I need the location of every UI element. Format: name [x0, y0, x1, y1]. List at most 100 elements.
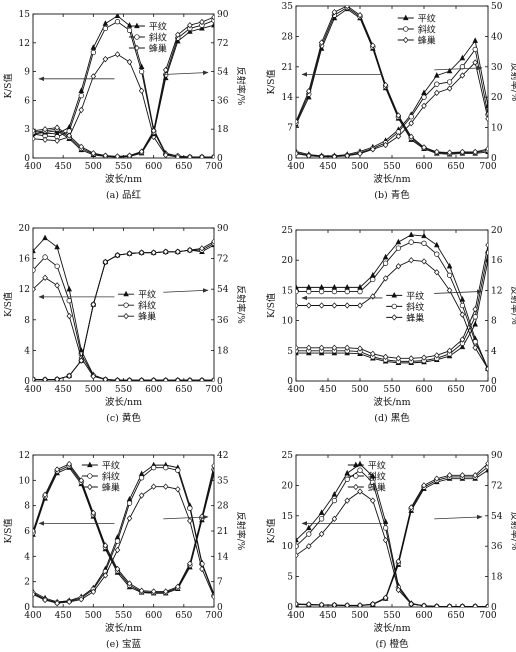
- data-point: [306, 531, 312, 537]
- data-point: [306, 344, 312, 351]
- data-point: [395, 245, 402, 251]
- y-tick-label: 5: [287, 573, 293, 583]
- data-point: [446, 79, 453, 85]
- legend-marker: [87, 461, 93, 468]
- x-tick-label: 400: [24, 611, 41, 621]
- legend-marker: [391, 314, 398, 321]
- data-point: [459, 296, 466, 302]
- data-point: [446, 472, 453, 479]
- x-tick-label: 550: [115, 385, 132, 395]
- data-point: [434, 352, 440, 359]
- y2-axis-label: 反射率/%: [509, 286, 516, 325]
- data-point: [370, 479, 376, 486]
- y-tick-label: 2: [24, 578, 30, 588]
- data-point: [395, 558, 402, 565]
- legend-marker: [353, 461, 359, 468]
- series-line: [33, 467, 214, 594]
- data-point: [66, 598, 72, 606]
- data-point: [187, 560, 193, 567]
- data-point: [126, 152, 133, 158]
- data-point: [296, 118, 299, 125]
- data-point: [114, 377, 121, 381]
- data-point: [187, 22, 193, 29]
- data-point: [306, 288, 312, 295]
- x-tick-label: 700: [479, 162, 496, 172]
- x-tick-label: 600: [145, 385, 162, 395]
- data-point: [66, 132, 72, 139]
- series-line: [296, 241, 488, 370]
- series-line: [296, 469, 488, 607]
- x-tick-label: 550: [383, 611, 400, 621]
- series-line: [33, 463, 214, 592]
- legend-label: 蜂巢: [406, 312, 424, 324]
- data-point: [421, 354, 427, 361]
- data-point: [459, 343, 466, 350]
- data-point: [434, 148, 440, 156]
- y2-tick-label: 30: [491, 63, 503, 73]
- data-point: [296, 344, 299, 351]
- y2-tick-label: 4: [491, 347, 497, 357]
- data-point: [344, 602, 350, 607]
- data-point: [318, 530, 325, 538]
- x-axis-label: 波长/nm: [373, 622, 410, 634]
- chart-caption: (e) 宝蓝: [106, 638, 142, 650]
- chart-caption: (b) 青色: [374, 189, 410, 201]
- y2-tick-label: 42: [217, 451, 228, 461]
- data-point: [114, 565, 121, 573]
- y2-axis-label: 反射率/%: [509, 63, 516, 102]
- data-point: [382, 253, 389, 260]
- data-point: [163, 465, 169, 471]
- data-point: [370, 472, 376, 479]
- data-point: [162, 151, 169, 158]
- data-point: [485, 145, 488, 153]
- y2-tick-label: 20: [491, 226, 503, 236]
- x-tick-label: 700: [205, 385, 222, 395]
- data-point: [370, 601, 376, 607]
- legend-label: 平纹: [138, 289, 156, 301]
- x-tick-label: 700: [479, 385, 496, 395]
- legend-label: 平纹: [149, 21, 167, 33]
- series-group: [296, 460, 488, 607]
- x-tick-label: 500: [351, 611, 368, 621]
- y2-tick-label: 36: [217, 316, 229, 326]
- x-tick-label: 500: [85, 611, 102, 621]
- legend-marker: [123, 302, 129, 308]
- x-axis-label: 波长/nm: [373, 396, 410, 408]
- x-tick-label: 500: [351, 162, 368, 172]
- chart-caption: (c) 黄色: [106, 412, 141, 424]
- series-line: [296, 260, 488, 364]
- data-point: [150, 377, 157, 381]
- series-line: [296, 259, 488, 370]
- data-point: [395, 263, 402, 270]
- x-tick-label: 450: [319, 162, 336, 172]
- y-tick-label: 15: [282, 512, 294, 522]
- data-point: [187, 505, 193, 511]
- data-point: [344, 344, 350, 351]
- data-point: [434, 89, 440, 96]
- y-tick-label: 8: [24, 502, 30, 512]
- y2-tick-label: 18: [217, 346, 229, 356]
- legend-label: 斜纹: [406, 301, 424, 313]
- data-point: [382, 353, 389, 360]
- data-point: [175, 248, 181, 255]
- data-point: [472, 472, 478, 479]
- y2-tick-label: 90: [217, 224, 229, 234]
- x-tick-label: 700: [205, 162, 222, 172]
- data-point: [318, 516, 325, 522]
- data-point: [434, 603, 440, 607]
- y-tick-label: 0: [287, 603, 293, 613]
- x-tick-label: 700: [479, 611, 496, 621]
- data-point: [211, 21, 214, 28]
- data-point: [138, 377, 145, 381]
- data-point: [446, 272, 453, 278]
- y2-tick-label: 0: [217, 603, 223, 613]
- data-point: [138, 475, 145, 481]
- series-line: [33, 464, 214, 603]
- y2-tick-label: 50: [491, 2, 503, 12]
- y2-axis-label: 反射率/%: [509, 512, 516, 551]
- y2-tick-label: 0: [491, 377, 497, 387]
- data-point: [382, 525, 389, 531]
